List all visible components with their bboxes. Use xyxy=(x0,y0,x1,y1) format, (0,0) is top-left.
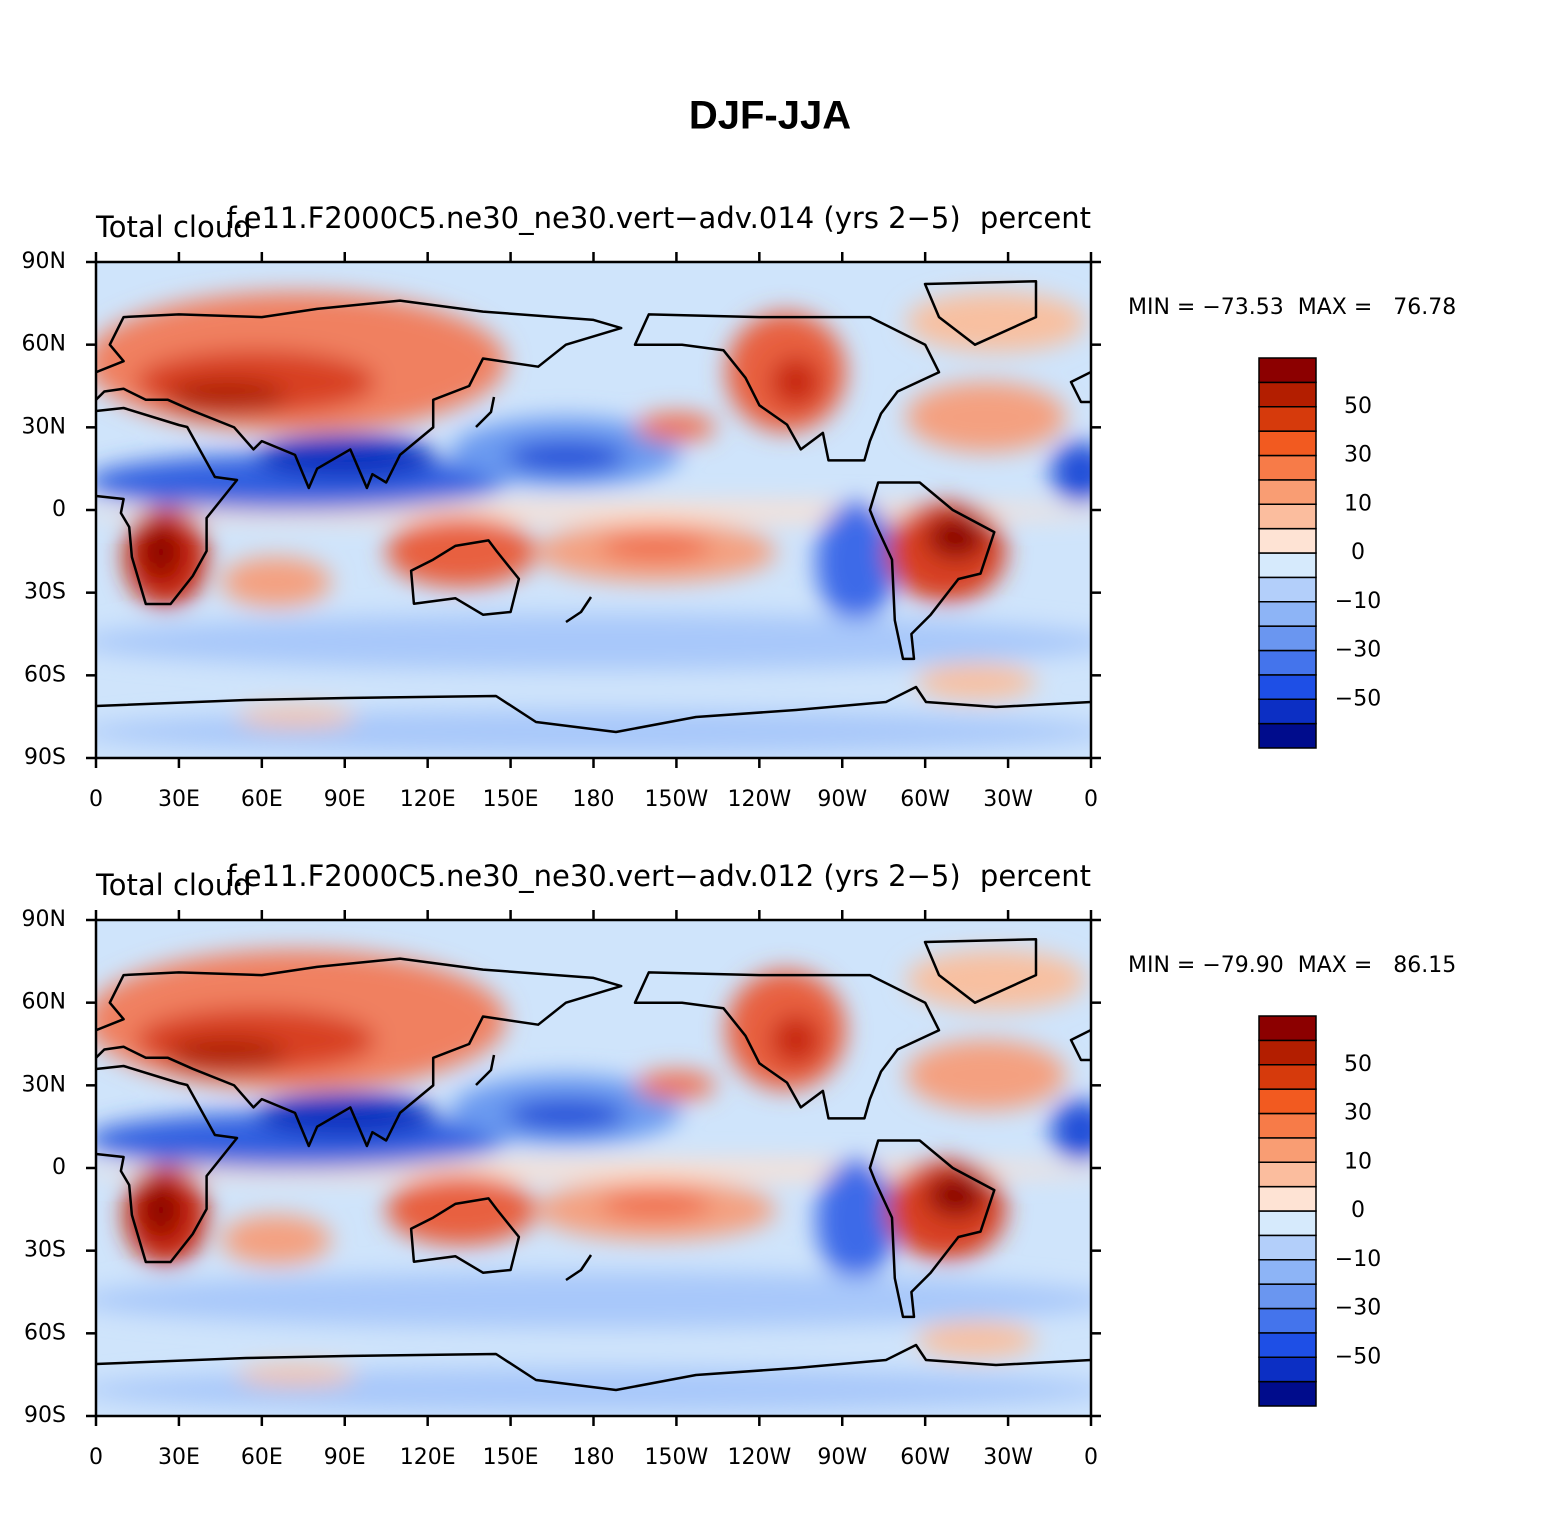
y-tick-label: 30N xyxy=(22,414,66,439)
colorbar-box xyxy=(1258,1112,1317,1139)
y-tick-label: 60N xyxy=(22,990,66,1015)
colorbar-label: −30 xyxy=(1335,638,1381,663)
colorbar-box xyxy=(1258,454,1317,481)
y-tick-label: 0 xyxy=(52,497,66,522)
colorbar-box xyxy=(1258,1088,1317,1115)
colorbar-box xyxy=(1258,1332,1317,1358)
colorbar-box xyxy=(1258,430,1317,457)
colorbar-label: −30 xyxy=(1335,1296,1381,1321)
x-tick-label: 150E xyxy=(483,1445,539,1470)
y-tick-label: 90S xyxy=(24,1403,66,1428)
x-tick-label: 60E xyxy=(241,1445,283,1470)
right-title: percent xyxy=(980,859,1091,893)
x-tick-label: 30W xyxy=(983,1445,1033,1470)
y-tick-label: 30N xyxy=(22,1072,66,1097)
x-tick-label: 0 xyxy=(89,787,103,812)
colorbar-label: −50 xyxy=(1335,686,1381,711)
colorbar-label: 10 xyxy=(1344,491,1372,516)
colorbar-box xyxy=(1258,527,1317,554)
x-tick-label: 60W xyxy=(900,1445,950,1470)
y-tick-label: 90N xyxy=(22,907,66,932)
colorbar-box xyxy=(1258,625,1317,652)
colorbar-box xyxy=(1258,479,1317,505)
colorbar-box xyxy=(1258,698,1317,725)
colorbar-box xyxy=(1258,1015,1317,1042)
colorbar-label: −10 xyxy=(1335,589,1381,614)
colorbar-label: 30 xyxy=(1344,1101,1372,1126)
x-tick-label: 0 xyxy=(1084,1445,1098,1470)
colorbar-box xyxy=(1258,381,1317,408)
x-tick-label: 90W xyxy=(817,787,867,812)
x-tick-label: 60E xyxy=(241,787,283,812)
x-tick-label: 90E xyxy=(324,1445,366,1470)
y-tick-label: 30S xyxy=(24,580,66,605)
colorbar-box xyxy=(1258,1380,1317,1407)
colorbar-box xyxy=(1258,1307,1317,1334)
colorbar-box xyxy=(1258,1064,1317,1090)
y-tick-label: 60S xyxy=(24,662,66,687)
colorbar-box xyxy=(1258,674,1317,700)
y-tick-label: 30S xyxy=(24,1238,66,1263)
x-tick-label: 150W xyxy=(645,1445,709,1470)
center-title: f.e11.F2000C5.ne30_ne30.vert−adv.014 (yr… xyxy=(226,201,960,235)
center-title: f.e11.F2000C5.ne30_ne30.vert−adv.012 (yr… xyxy=(226,859,960,893)
y-tick-label: 90S xyxy=(24,745,66,770)
x-tick-label: 90E xyxy=(324,787,366,812)
figure-title: DJF-JJA xyxy=(689,94,851,138)
colorbar-box xyxy=(1258,503,1317,530)
x-tick-label: 120W xyxy=(727,1445,791,1470)
min-max: MIN = −79.90 MAX = 86.15 xyxy=(1128,953,1456,978)
min-max: MIN = −73.53 MAX = 76.78 xyxy=(1128,295,1456,320)
colorbar-box xyxy=(1258,552,1317,579)
colorbar-label: −50 xyxy=(1335,1344,1381,1369)
colorbar-label: 10 xyxy=(1344,1149,1372,1174)
x-tick-label: 30E xyxy=(158,787,200,812)
map xyxy=(96,262,1091,758)
y-tick-label: 60N xyxy=(22,332,66,357)
x-tick-label: 150W xyxy=(645,787,709,812)
x-tick-label: 180 xyxy=(573,1445,615,1470)
colorbar-box xyxy=(1258,1185,1317,1212)
colorbar-label: 30 xyxy=(1344,443,1372,468)
x-tick-label: 60W xyxy=(900,787,950,812)
colorbar-box xyxy=(1258,1210,1317,1237)
colorbar-box xyxy=(1258,601,1317,627)
colorbar-label: 0 xyxy=(1351,540,1365,565)
colorbar-box xyxy=(1258,1356,1317,1383)
colorbar-box xyxy=(1258,406,1317,432)
colorbar-box xyxy=(1258,1259,1317,1285)
y-tick-label: 0 xyxy=(52,1155,66,1180)
x-tick-label: 120E xyxy=(400,787,456,812)
y-tick-label: 60S xyxy=(24,1320,66,1345)
colorbar-box xyxy=(1258,576,1317,603)
colorbar-box xyxy=(1258,1234,1317,1261)
colorbar-box xyxy=(1258,1161,1317,1188)
colorbar-box xyxy=(1258,1283,1317,1310)
x-tick-label: 30W xyxy=(983,787,1033,812)
colorbar-label: 50 xyxy=(1344,1052,1372,1077)
x-tick-label: 120E xyxy=(400,1445,456,1470)
x-tick-label: 0 xyxy=(89,1445,103,1470)
x-tick-label: 0 xyxy=(1084,787,1098,812)
colorbar-label: −10 xyxy=(1335,1247,1381,1272)
colorbar-label: 50 xyxy=(1344,394,1372,419)
colorbar-label: 0 xyxy=(1351,1198,1365,1223)
left-title: Total cloud xyxy=(95,868,251,902)
y-tick-label: 90N xyxy=(22,249,66,274)
colorbar-box xyxy=(1258,1039,1317,1066)
colorbar-box xyxy=(1258,649,1317,676)
colorbar-box xyxy=(1258,357,1317,384)
colorbar-box xyxy=(1258,722,1317,749)
map xyxy=(96,920,1091,1416)
x-tick-label: 150E xyxy=(483,787,539,812)
x-tick-label: 180 xyxy=(573,787,615,812)
right-title: percent xyxy=(980,201,1091,235)
left-title: Total cloud xyxy=(95,210,251,244)
x-tick-label: 30E xyxy=(158,1445,200,1470)
colorbar-box xyxy=(1258,1137,1317,1163)
x-tick-label: 120W xyxy=(727,787,791,812)
x-tick-label: 90W xyxy=(817,1445,867,1470)
